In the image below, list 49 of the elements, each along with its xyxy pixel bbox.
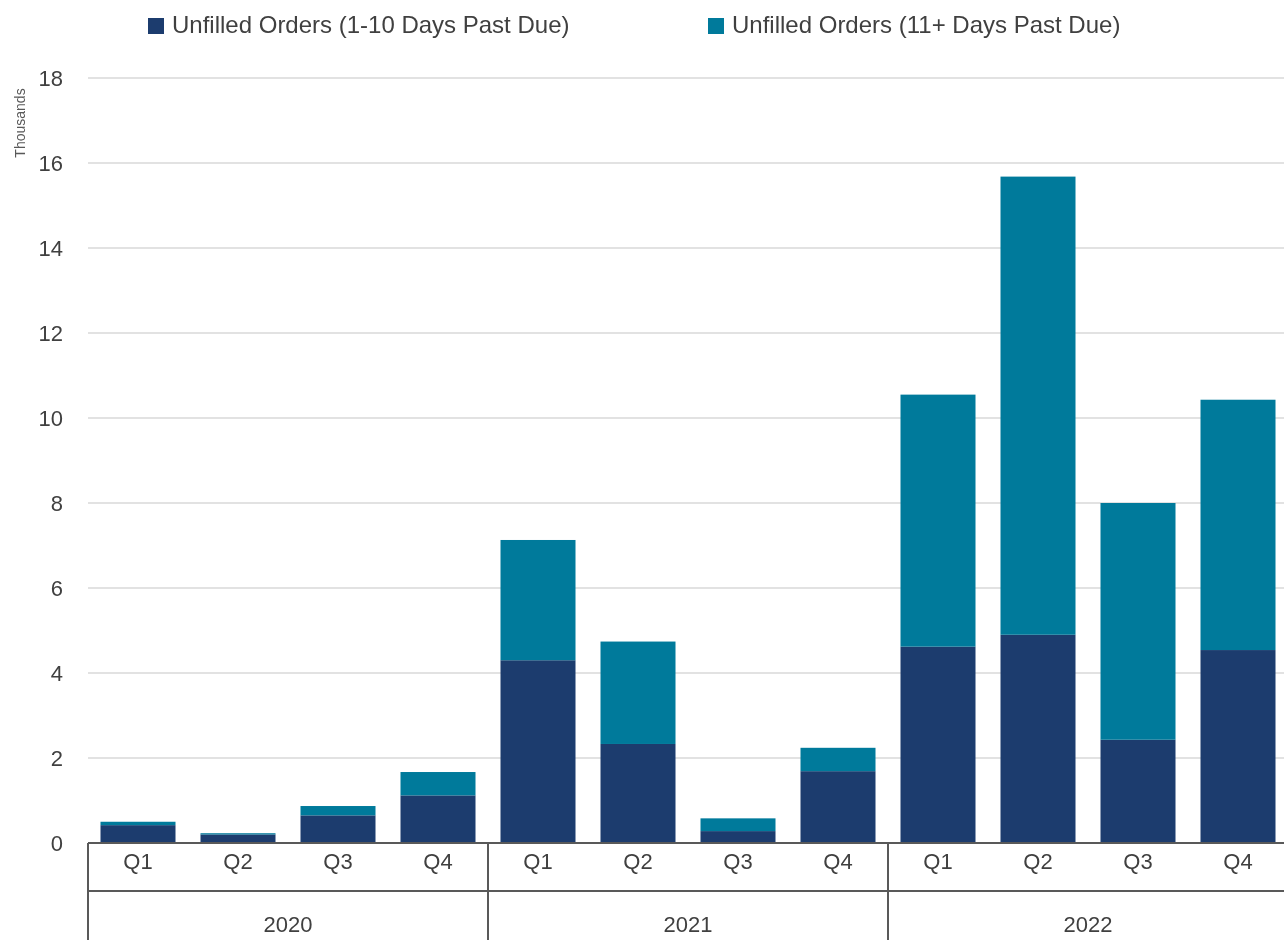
bar: [900, 394, 976, 647]
bar: [1000, 176, 1076, 635]
x-tick-label: Q1: [523, 849, 553, 874]
bar: [1200, 399, 1276, 651]
x-tick-label: Q4: [1223, 849, 1253, 874]
bar: [600, 743, 676, 843]
x-tick-label: Q4: [423, 849, 453, 874]
bar: [600, 641, 676, 744]
y-tick-label: 4: [50, 660, 63, 686]
bar: [500, 539, 576, 661]
y-tick-label: 14: [38, 235, 63, 261]
x-tick-label: Q1: [923, 849, 953, 874]
x-tick-label: Q2: [1023, 849, 1053, 874]
x-tick-label: Q1: [123, 849, 153, 874]
y-tick-label: 18: [38, 65, 63, 91]
legend-label: Unfilled Orders (11+ Days Past Due): [732, 11, 1121, 38]
bar: [800, 771, 876, 843]
bar: [800, 747, 876, 772]
x-tick-label: Q3: [723, 849, 753, 874]
bar: [500, 660, 576, 843]
y-tick-label: 12: [38, 320, 63, 346]
x-tick-label: Q2: [623, 849, 653, 874]
x-tick-label: Q3: [1123, 849, 1153, 874]
bar: [1000, 634, 1076, 843]
bar: [300, 815, 376, 843]
bar: [1100, 503, 1176, 740]
bar: [900, 646, 976, 843]
bar: [1100, 739, 1176, 843]
legend-label: Unfilled Orders (1-10 Days Past Due): [172, 11, 570, 38]
text: 2021: [663, 912, 713, 937]
y-tick-label: 10: [38, 405, 63, 431]
x-tick-label: Q2: [223, 849, 253, 874]
text: 2020: [263, 912, 313, 937]
y-tick-label: 6: [50, 575, 63, 601]
y-tick-label: 8: [50, 490, 63, 516]
x-tick-label: Q3: [323, 849, 353, 874]
y-tick-label: 16: [38, 150, 63, 176]
bar: [700, 818, 776, 832]
y-tick-label: 0: [50, 830, 63, 856]
bar: [300, 806, 376, 816]
bar: [400, 772, 476, 796]
bar: [100, 825, 176, 843]
text: 2022: [1063, 912, 1113, 937]
bar: [400, 795, 476, 843]
y-axis-title: Thousands: [12, 88, 28, 158]
y-tick-label: 2: [50, 745, 63, 771]
x-tick-label: Q4: [823, 849, 853, 874]
bar: [700, 831, 776, 843]
bar: [1200, 650, 1276, 843]
